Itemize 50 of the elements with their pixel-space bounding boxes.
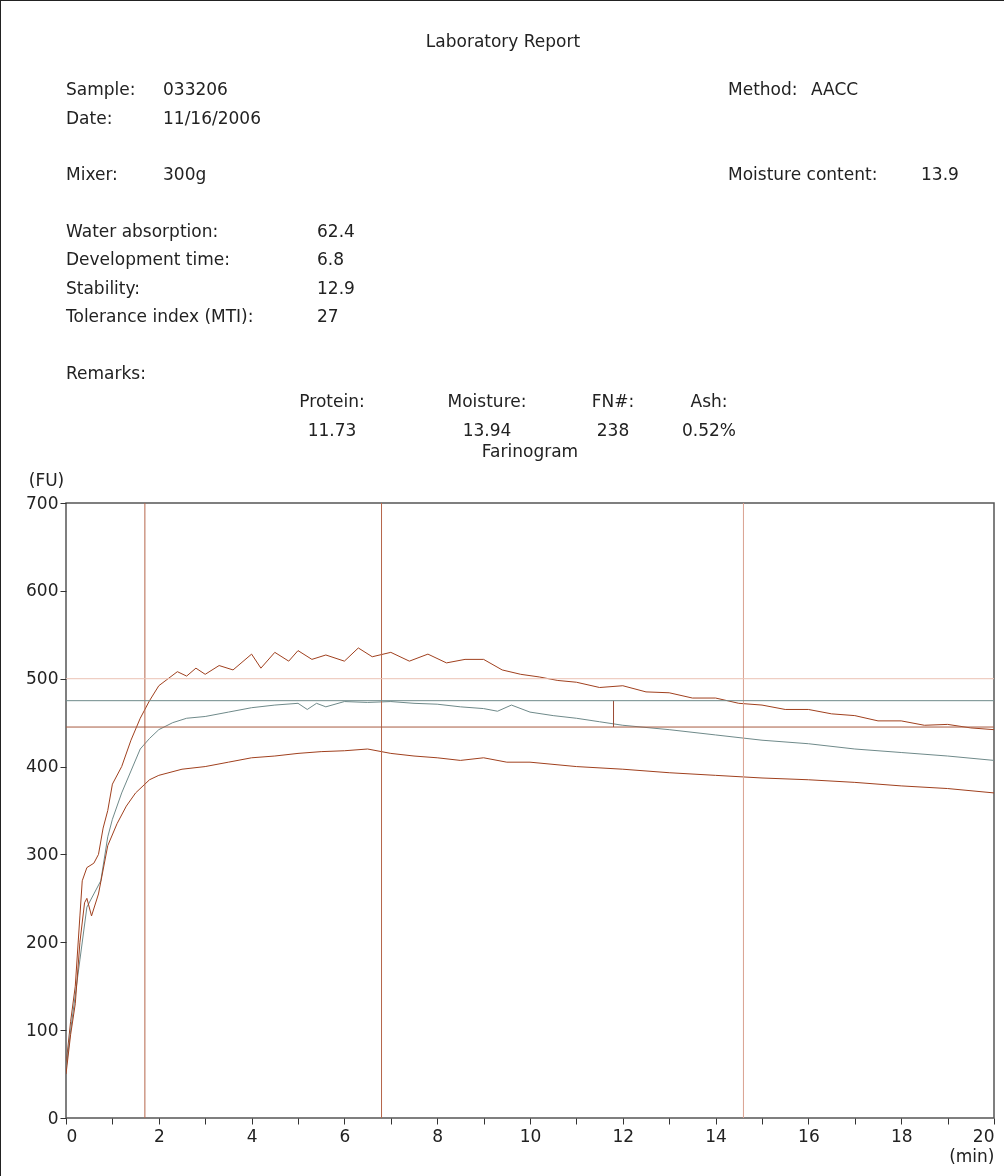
text: Moisture: [447,391,527,411]
text: 0.52% [681,420,737,440]
text: Protein: [299,391,365,411]
text: Ash: [690,391,728,411]
text: Sample: [66,79,136,99]
x-tick-label: 12 [612,1125,635,1146]
y-tick-label: 300 [26,843,59,864]
text: 300g [163,164,207,184]
x-axis-title: (min) [949,1145,995,1166]
x-tick-label: 2 [153,1125,165,1146]
text: Mixer: [66,164,118,184]
x-tick-label: 18 [890,1125,913,1146]
text: Method: [728,79,798,99]
text: 13.9 [921,164,959,184]
text: Water absorption: [66,221,219,241]
x-tick-label: 20 [972,1125,995,1146]
text: Remarks: [66,363,146,383]
x-tick-label: 16 [798,1125,820,1146]
text: Stability: [66,278,141,298]
y-tick-label: 200 [26,931,59,952]
text: 12.9 [317,278,355,298]
text: Moisture content: [728,164,878,184]
x-tick-label: 10 [519,1125,542,1146]
x-tick-label: 8 [432,1125,444,1146]
y-axis-title: (FU) [28,469,65,490]
text: 11.73 [307,420,357,440]
x-tick-label: 0 [66,1125,78,1146]
y-tick-label: 400 [26,756,59,777]
text: 033206 [163,79,228,99]
text: Tolerance index (MTI): [66,306,254,326]
x-tick-label: 6 [339,1125,351,1146]
y-tick-label: 0 [47,1107,59,1128]
text: FN#: [591,391,635,411]
text: 13.94 [462,420,512,440]
text: 238 [596,420,630,440]
y-tick-label: 600 [26,580,59,601]
x-tick-label: 14 [705,1125,727,1146]
chart-title: Laboratory Report [425,31,581,51]
text: 27 [317,306,339,326]
text: Date: [66,108,113,128]
text: Development time: [66,249,230,269]
text: 11/16/2006 [163,108,261,128]
text: 6.8 [317,249,345,269]
y-tick-label: 100 [26,1019,59,1040]
text: 62.4 [317,221,355,241]
y-tick-label: 700 [26,492,59,513]
y-tick-label: 500 [26,668,59,689]
x-tick-label: 4 [246,1125,258,1146]
text: AACC [811,79,859,99]
chart-subtitle: Farinogram [481,441,579,461]
